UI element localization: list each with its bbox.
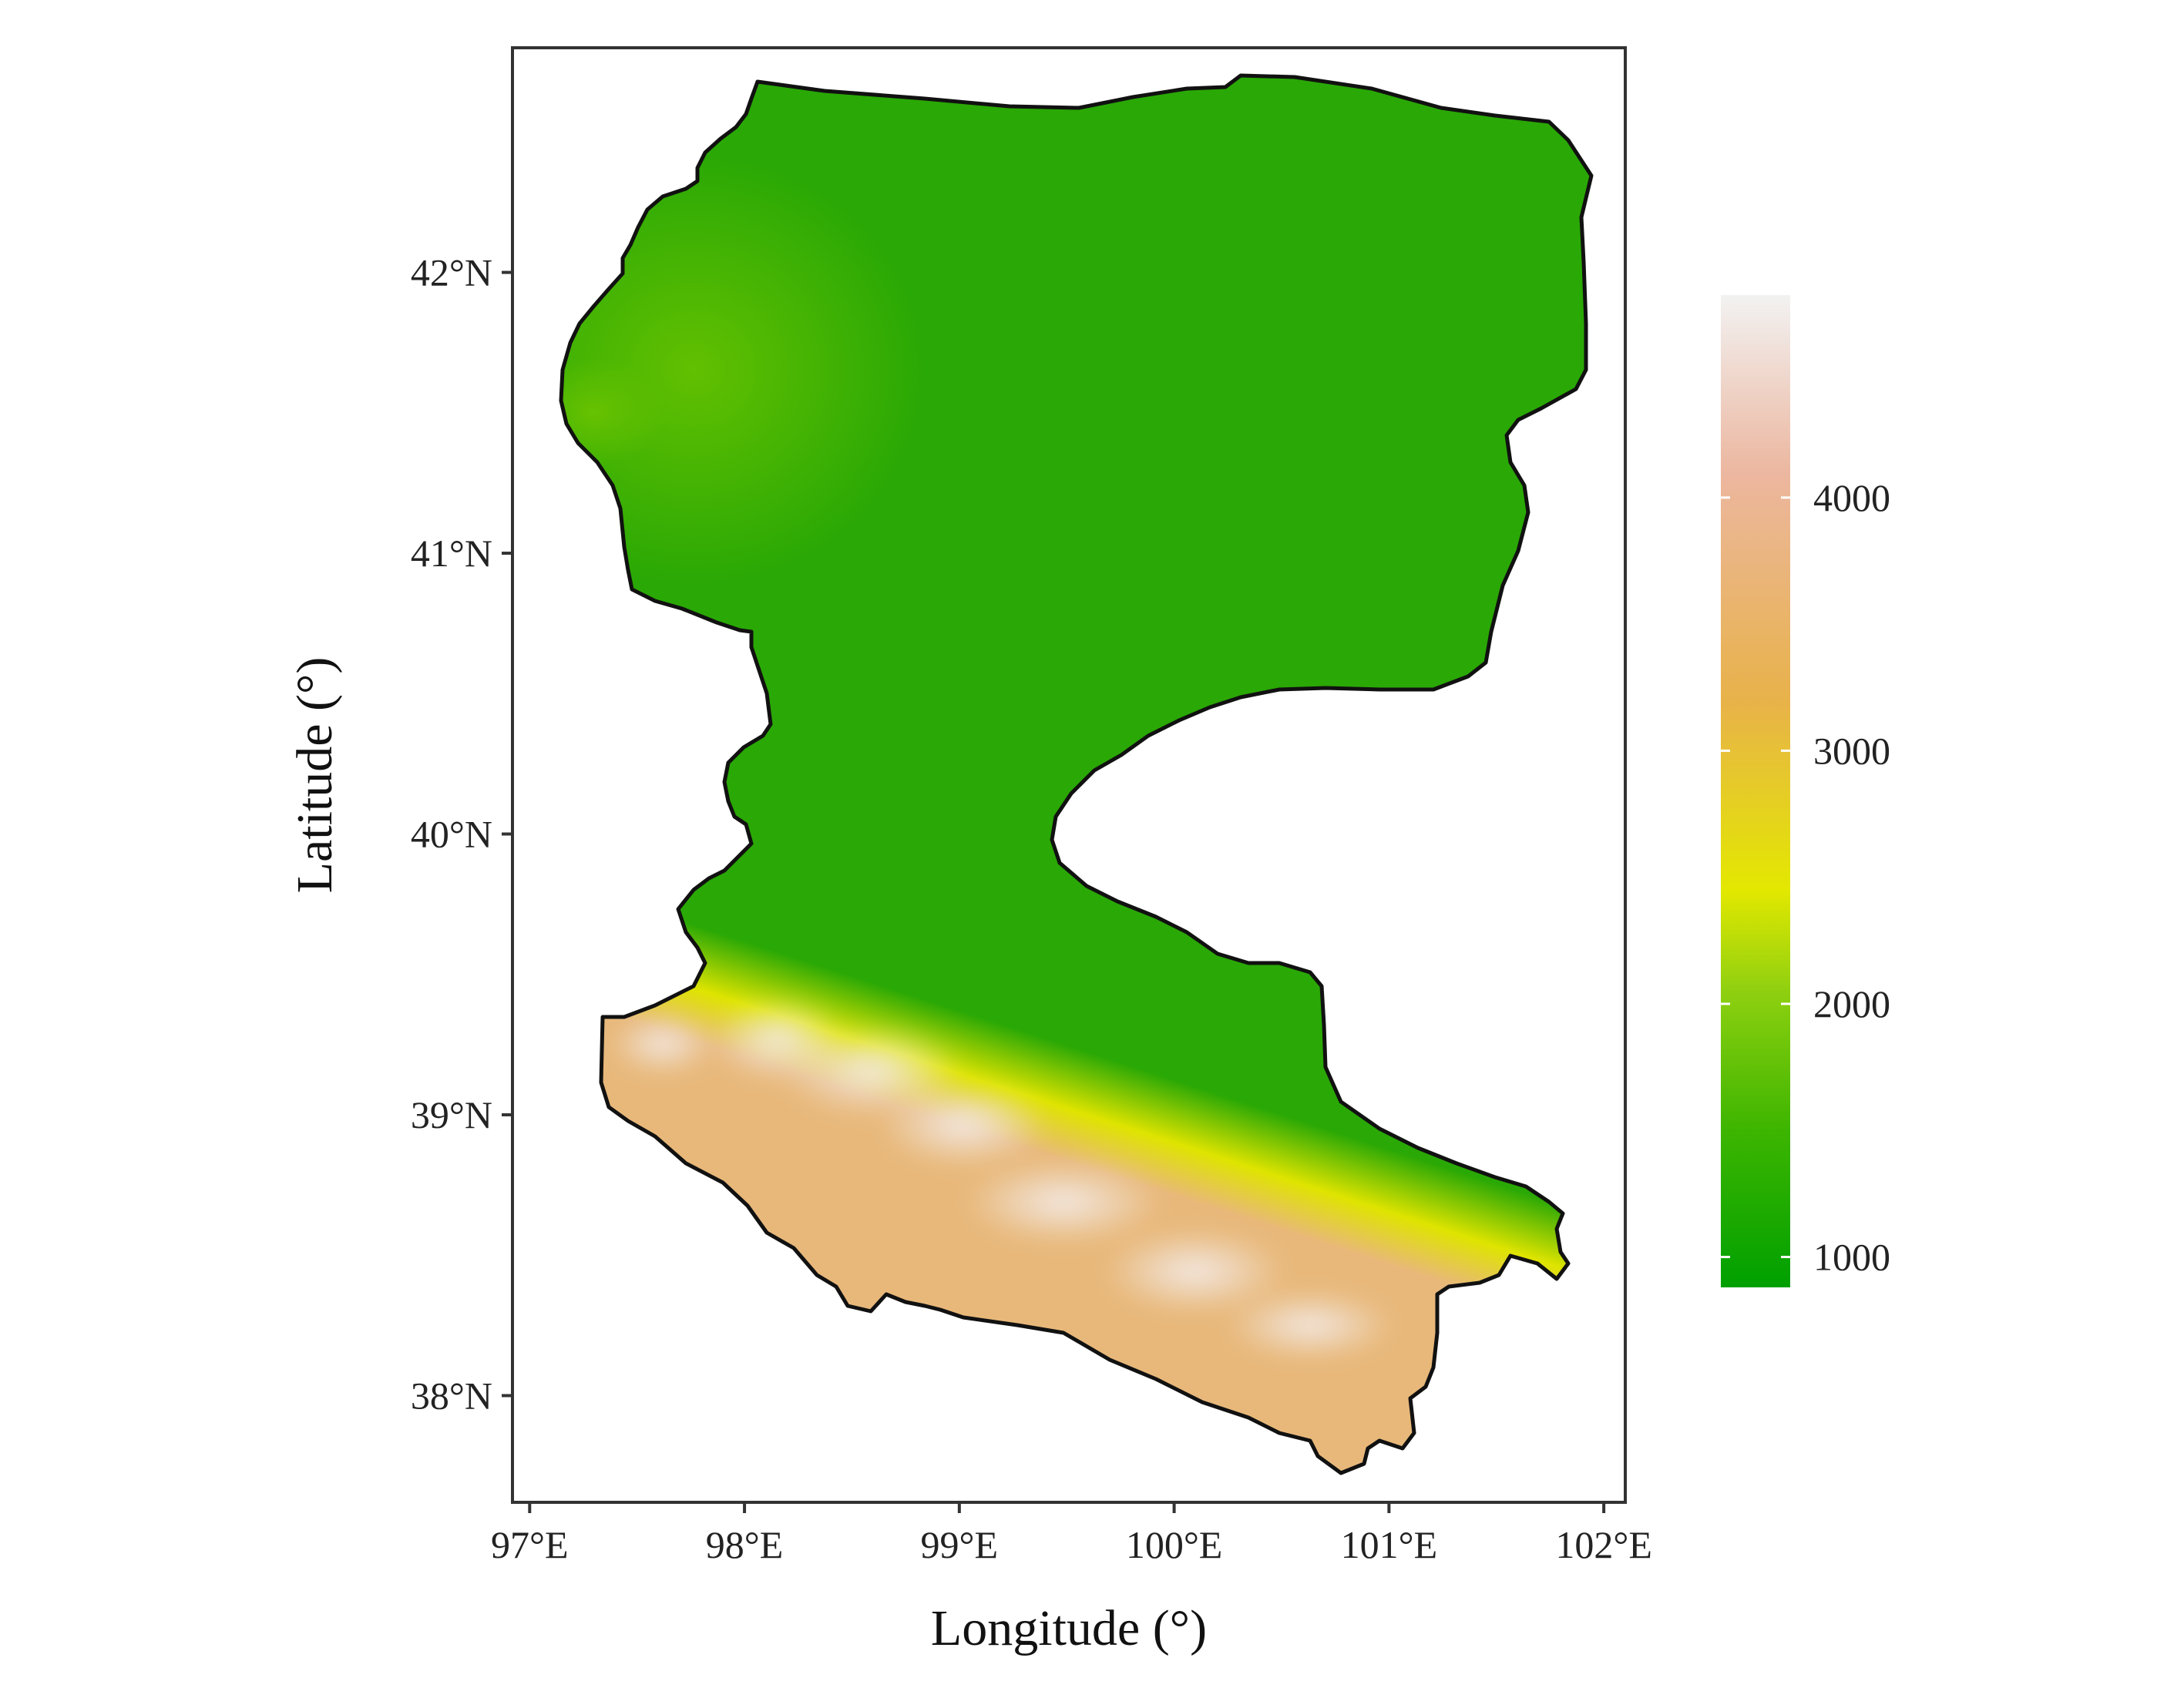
x-tick-label: 98°E: [706, 1523, 784, 1566]
colorbar-tick-label: 2000: [1813, 982, 1890, 1025]
x-tick-label: 99°E: [921, 1523, 999, 1566]
study-region-boundary: [559, 73, 1594, 1475]
y-tick-label: 42°N: [411, 251, 492, 294]
x-tick-label: 102°E: [1555, 1523, 1652, 1566]
peak-snowfield: [963, 1159, 1164, 1244]
elevation-colorbar: 1000 2000 3000 4000: [1721, 295, 1890, 1287]
y-tick-label: 39°N: [411, 1093, 492, 1136]
peak-snowfield: [609, 1013, 717, 1075]
colorbar-ticks: 1000 2000 3000 4000: [1721, 476, 1890, 1279]
colorbar-tick-label: 3000: [1813, 729, 1890, 772]
x-axis-title: Longitude (°): [931, 1600, 1207, 1656]
y-tick-label: 40°N: [411, 813, 492, 856]
peak-snowfields: [609, 998, 1395, 1360]
peak-snowfield: [1102, 1229, 1287, 1314]
x-tick-label: 100°E: [1126, 1523, 1223, 1566]
y-tick-label: 38°N: [411, 1374, 492, 1417]
colorbar-ramp: [1721, 295, 1790, 1287]
y-tick-label: 41°N: [411, 532, 492, 575]
colorbar-tick-label: 1000: [1813, 1236, 1890, 1279]
x-tick-label: 97°E: [491, 1523, 569, 1566]
colorbar-tick-label: 4000: [1813, 476, 1890, 519]
northwest-corner-patch: [561, 358, 667, 466]
x-axis-ticks: 97°E 98°E 99°E 100°E 101°E 102°E: [491, 1502, 1652, 1566]
y-axis-title: Latitude (°): [287, 657, 343, 894]
peak-snowfield: [879, 1082, 1048, 1167]
x-tick-label: 101°E: [1341, 1523, 1438, 1566]
peak-snowfield: [1225, 1290, 1395, 1360]
y-axis-ticks: 42°N 41°N 40°N 39°N 38°N: [411, 251, 512, 1417]
